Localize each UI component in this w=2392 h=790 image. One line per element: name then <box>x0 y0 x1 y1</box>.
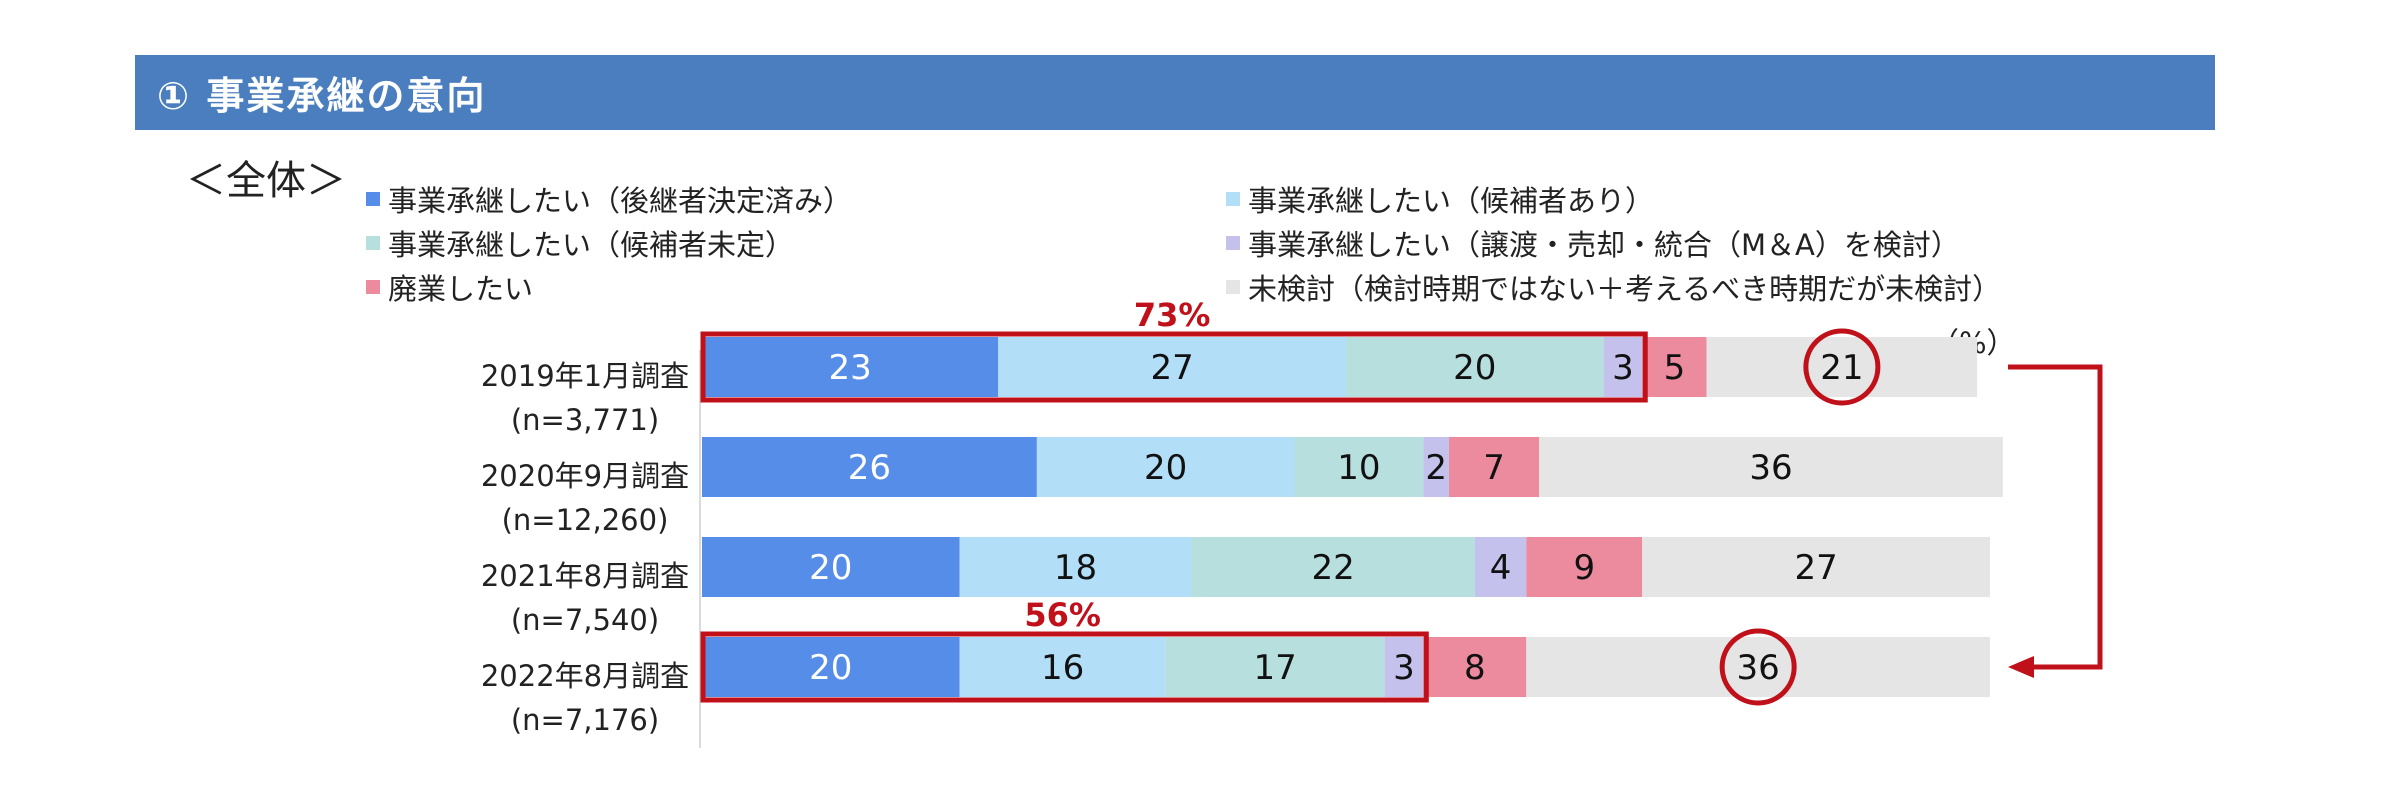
bar-segment <box>959 637 1166 697</box>
legend-item-not-considered: 未検討（検討時期ではない＋考えるべき時期だが未検討） <box>1226 266 2001 308</box>
percentage-annotation: 73% <box>1134 296 1211 334</box>
legend-item-candidate-present: 事業承継したい（候補者あり） <box>1226 178 1654 220</box>
bar-segment <box>702 437 1037 497</box>
comparison-arrow-line <box>2008 364 2103 670</box>
legend-swatch <box>366 192 380 206</box>
data-label: 4 <box>1490 548 1512 588</box>
bar-segment <box>998 337 1346 397</box>
sample-size: (n=3,771) <box>510 403 660 437</box>
legend-label: 事業承継したい（譲渡・売却・統合（M＆A）を検討） <box>1248 228 1960 262</box>
bar-segment <box>959 537 1192 597</box>
data-label: 36 <box>1749 448 1792 488</box>
bar-segment <box>702 537 960 597</box>
bar-segment <box>1603 337 1643 397</box>
data-label: 3 <box>1612 348 1634 388</box>
legend-swatch <box>1226 192 1240 206</box>
bar-segment <box>1449 437 1540 497</box>
survey-date: 2020年9月調査 <box>480 459 690 493</box>
bar-segment <box>1423 637 1527 697</box>
bar-segment <box>1294 437 1424 497</box>
scope-label: ＜全体＞ <box>186 158 346 204</box>
data-label: 26 <box>848 448 891 488</box>
legend-item-successor-decided: 事業承継したい（後継者決定済み） <box>366 178 852 220</box>
legend-label: 事業承継したい（候補者あり） <box>1248 184 1655 218</box>
data-label: 20 <box>1453 348 1496 388</box>
legend-item-ma-consider: 事業承継したい（譲渡・売却・統合（M＆A）を検討） <box>1226 222 1960 264</box>
data-label: 16 <box>1041 648 1084 688</box>
data-label: 7 <box>1483 448 1505 488</box>
bar-segment <box>1346 337 1604 397</box>
bar-segment <box>1384 637 1424 697</box>
data-label: 20 <box>1144 448 1187 488</box>
bar-segment <box>702 637 960 697</box>
bar-segment <box>1642 337 1707 397</box>
data-label: 9 <box>1573 548 1595 588</box>
sample-size: (n=7,176) <box>510 703 660 737</box>
data-label: 22 <box>1311 548 1354 588</box>
data-label: 17 <box>1254 648 1297 688</box>
data-label: 10 <box>1337 448 1380 488</box>
highlight-circle <box>1719 628 1797 706</box>
data-label: 20 <box>809 648 852 688</box>
bar-segment <box>1526 537 1643 597</box>
bar-segment <box>1526 637 1990 697</box>
row-label-2019: 2019年1月調査 (n=3,771) <box>420 354 750 442</box>
data-label: 5 <box>1664 348 1686 388</box>
row-label-2022: 2022年8月調査 (n=7,176) <box>420 654 750 742</box>
data-label: 23 <box>828 348 871 388</box>
data-label: 36 <box>1737 648 1780 688</box>
legend-swatch <box>1226 236 1240 250</box>
legend-label: 事業承継したい（候補者未定） <box>388 228 795 262</box>
survey-date: 2022年8月調査 <box>480 659 690 693</box>
data-label: 20 <box>809 548 852 588</box>
bar-segment <box>1423 437 1450 497</box>
legend-label: 事業承継したい（後継者決定済み） <box>388 184 853 218</box>
legend-label: 未検討（検討時期ではない＋考えるべき時期だが未検討） <box>1248 272 2002 306</box>
data-label: 27 <box>1794 548 1837 588</box>
percentage-annotation: 56% <box>1024 596 1101 634</box>
bar-segment <box>1474 537 1527 597</box>
section-header: ① 事業承継の意向 <box>135 55 2215 130</box>
survey-date: 2019年1月調査 <box>480 359 690 393</box>
row-label-2020: 2020年9月調査 (n=12,260) <box>420 454 750 542</box>
arrow-head-icon <box>2008 656 2034 678</box>
highlight-box <box>700 631 1429 703</box>
legend-item-candidate-undecided: 事業承継したい（候補者未定） <box>366 222 794 264</box>
legend-swatch <box>366 280 380 294</box>
bar-segment <box>1539 437 2003 497</box>
data-label: 18 <box>1054 548 1097 588</box>
data-label: 3 <box>1393 648 1415 688</box>
bar-segment <box>1165 637 1385 697</box>
section-title: ① 事業承継の意向 <box>157 74 487 118</box>
bar-segment <box>1642 537 1990 597</box>
legend-item-closure: 廃業したい <box>366 266 533 308</box>
data-label: 27 <box>1150 348 1193 388</box>
data-label: 8 <box>1464 648 1486 688</box>
sample-size: (n=12,260) <box>501 503 669 537</box>
highlight-circle <box>1803 328 1881 406</box>
bar-segment <box>1191 537 1475 597</box>
highlight-box <box>700 331 1648 403</box>
survey-date: 2021年8月調査 <box>480 559 690 593</box>
legend-swatch <box>1226 280 1240 294</box>
legend-swatch <box>366 236 380 250</box>
bar-segment <box>1706 337 1978 397</box>
bar-segment <box>1036 437 1295 497</box>
data-label: 2 <box>1425 448 1447 488</box>
legend-label: 廃業したい <box>388 272 534 306</box>
data-label: 21 <box>1820 348 1863 388</box>
row-label-2021: 2021年8月調査 (n=7,540) <box>420 554 750 642</box>
bar-segment <box>702 337 999 397</box>
sample-size: (n=7,540) <box>510 603 660 637</box>
